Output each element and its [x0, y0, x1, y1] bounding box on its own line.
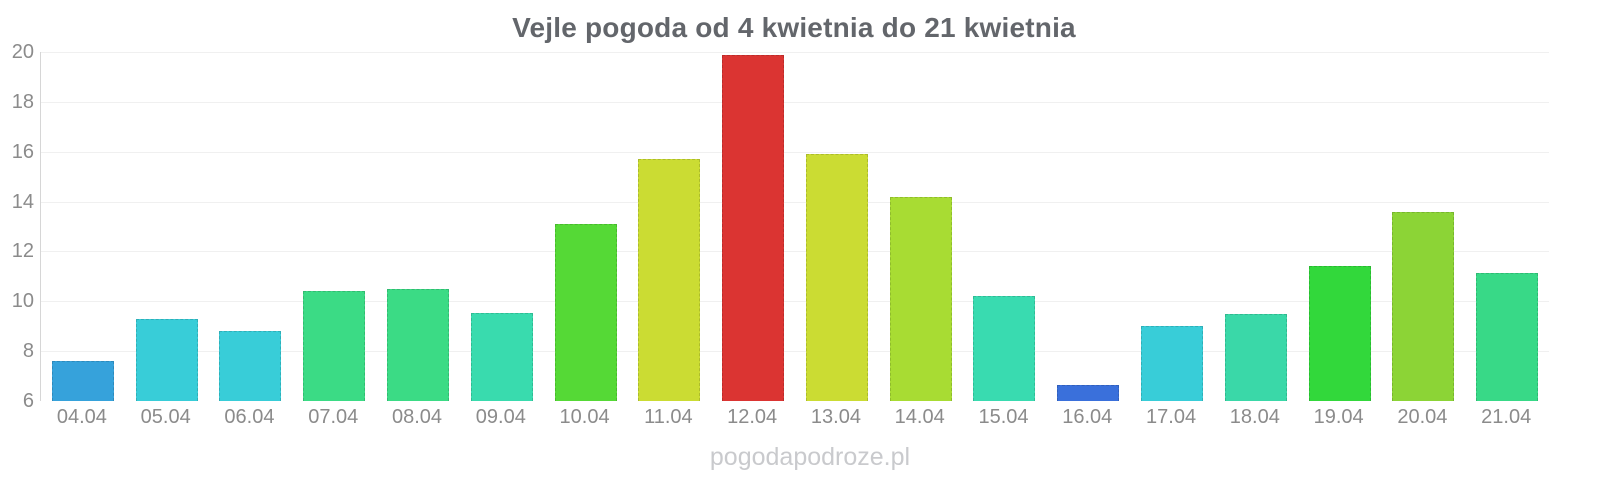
bar-15.04[interactable]: [973, 296, 1036, 401]
bar-slot-15.04: [963, 52, 1047, 401]
bar-slot-09.04: [460, 52, 544, 401]
gridline-10: [41, 301, 1549, 303]
bar-slot-19.04: [1298, 52, 1382, 401]
y-tick-label-18: 18: [11, 90, 34, 113]
y-tick-label-20: 20: [11, 41, 34, 63]
bar-slot-10.04: [544, 52, 628, 401]
bar-21.04[interactable]: [1476, 272, 1539, 401]
bar-13.04[interactable]: [805, 154, 868, 401]
bar-slot-05.04: [125, 52, 209, 401]
bar-14.04[interactable]: [889, 196, 952, 401]
bar-slot-18.04: [1214, 52, 1298, 401]
bar-05.04[interactable]: [135, 318, 198, 401]
bar-18.04[interactable]: [1224, 313, 1287, 401]
x-tick-label-20.04: 20.04: [1397, 406, 1448, 428]
x-tick-label-06.04: 06.04: [224, 406, 275, 428]
bar-slot-13.04: [795, 52, 879, 401]
bar-10.04[interactable]: [554, 224, 617, 401]
bar-slot-04.04: [41, 52, 125, 401]
gridline-18: [41, 101, 1549, 103]
bar-06.04[interactable]: [219, 331, 282, 401]
chart-title: Vejle pogoda od 4 kwietnia do 21 kwietni…: [512, 12, 1076, 43]
bar-09.04[interactable]: [470, 312, 533, 401]
bar-slot-08.04: [376, 52, 460, 401]
bar-slot-16.04: [1046, 52, 1130, 401]
x-tick-label-07.04: 07.04: [308, 406, 359, 428]
x-tick-label-21.04: 21.04: [1481, 406, 1532, 428]
gridline-20: [41, 52, 1549, 53]
bar-slot-11.04: [627, 52, 711, 401]
y-tick-label-6: 6: [22, 390, 34, 412]
y-tick-label-16: 16: [11, 140, 34, 163]
bar-08.04[interactable]: [387, 288, 450, 401]
x-tick-label-14.04: 14.04: [894, 406, 945, 428]
bar-slot-14.04: [879, 52, 963, 401]
gridline-12: [41, 251, 1549, 253]
y-tick-label-12: 12: [11, 240, 34, 263]
x-axis-labels: 04.04 05.04 06.04 07.04 08.04 09.04 10.04 11.04…: [40, 406, 1548, 429]
y-tick-label-8: 8: [22, 340, 34, 363]
bar-slot-20.04: [1382, 52, 1466, 401]
bar-11.04[interactable]: [638, 159, 701, 401]
bar-slot-07.04: [292, 52, 376, 401]
bar-slot-06.04: [209, 52, 293, 401]
y-tick-label-14: 14: [11, 190, 34, 213]
x-tick-label-08.04: 08.04: [391, 406, 443, 428]
gridline-14: [41, 201, 1549, 203]
x-tick-label-15.04: 15.04: [978, 406, 1029, 428]
bar-04.04[interactable]: [51, 361, 114, 401]
bar-07.04[interactable]: [303, 291, 366, 401]
bars-container: [41, 52, 1549, 401]
x-tick-label-13.04: 13.04: [810, 406, 861, 428]
bar-slot-12.04: [711, 52, 795, 401]
bar-17.04[interactable]: [1141, 326, 1204, 401]
x-tick-label-17.04: 17.04: [1146, 406, 1197, 428]
bar-19.04[interactable]: [1308, 266, 1371, 401]
watermark: pogodapodroze.pl: [709, 443, 911, 471]
gridline-16: [41, 151, 1549, 153]
bar-slot-21.04: [1465, 52, 1549, 401]
x-tick-label-16.04: 16.04: [1062, 406, 1113, 428]
x-tick-label-05.04: 05.04: [140, 406, 191, 428]
bar-12.04[interactable]: [722, 54, 785, 401]
x-tick-label-19.04: 19.04: [1313, 406, 1364, 428]
x-tick-label-18.04: 18.04: [1229, 406, 1280, 428]
plot-area: [40, 52, 1549, 401]
x-tick-label-12.04: 12.04: [727, 406, 778, 428]
x-tick-label-09.04: 09.04: [475, 406, 526, 428]
x-tick-label-04.04: 04.04: [56, 406, 107, 428]
y-tick-label-10: 10: [11, 290, 34, 313]
bar-20.04[interactable]: [1392, 211, 1455, 401]
gridline-8: [41, 351, 1549, 353]
x-tick-label-11.04: 11.04: [644, 406, 693, 428]
bar-16.04[interactable]: [1057, 384, 1120, 401]
x-tick-label-10.04: 10.04: [559, 406, 610, 428]
bar-slot-17.04: [1130, 52, 1214, 401]
